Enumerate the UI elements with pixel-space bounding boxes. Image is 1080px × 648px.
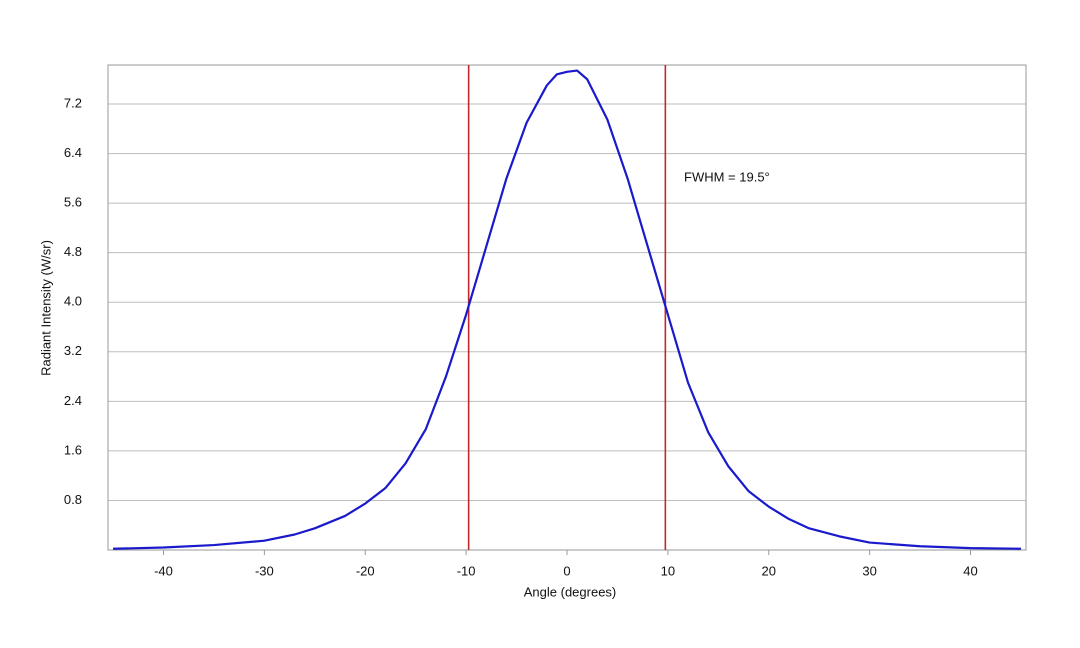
x-tick-label: -10 <box>457 563 476 578</box>
x-tick-label: -30 <box>255 563 274 578</box>
y-axis-label: Radiant Intensity (W/sr) <box>38 240 53 376</box>
x-tick-label: -20 <box>356 563 375 578</box>
y-tick-label: 1.6 <box>64 442 82 457</box>
y-tick-label: 7.2 <box>64 95 82 110</box>
x-axis-label: Angle (degrees) <box>524 584 617 599</box>
y-tick-label: 5.6 <box>64 195 82 210</box>
x-tick-label: -40 <box>154 563 173 578</box>
y-tick-label: 4.8 <box>64 244 82 259</box>
y-tick-label: 3.2 <box>64 343 82 358</box>
x-tick-label: 30 <box>862 563 876 578</box>
annotation: FWHM = 19.5° <box>684 169 770 184</box>
y-tick-label: 2.4 <box>64 393 82 408</box>
x-tick-label: 40 <box>963 563 977 578</box>
x-tick-label: 10 <box>661 563 675 578</box>
y-tick-label: 4.0 <box>64 294 82 309</box>
y-tick-label: 0.8 <box>64 492 82 507</box>
plot-border <box>107 64 1027 551</box>
x-tick-label: 0 <box>563 563 570 578</box>
series-line <box>113 69 1021 550</box>
x-tick-label: 20 <box>762 563 776 578</box>
y-tick-label: 6.4 <box>64 145 82 160</box>
